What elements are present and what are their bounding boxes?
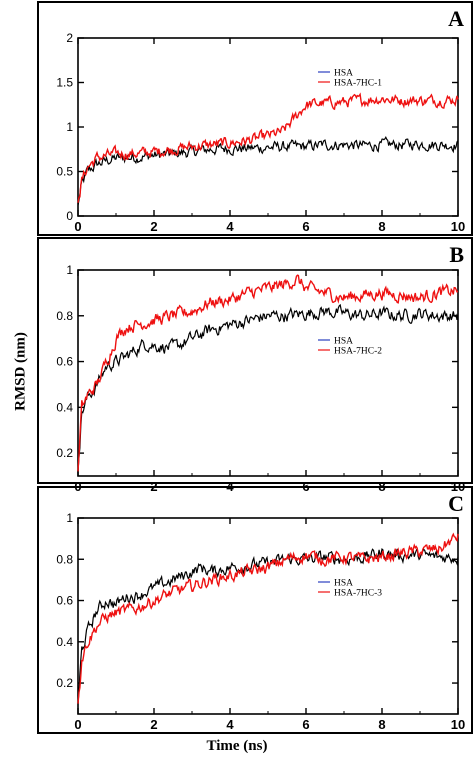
x-tick-label: 4 [226, 717, 234, 732]
plot-area-C [77, 517, 459, 715]
y-tick-label: 1 [66, 120, 73, 134]
y-tick-label: 0.6 [56, 594, 73, 608]
x-tick-label: 8 [378, 219, 385, 234]
plot-area-B [77, 269, 459, 477]
series-line-hsa [77, 303, 459, 472]
y-tick-label: 1 [66, 263, 73, 277]
x-axis-label: Time (ns) [206, 738, 268, 754]
x-tick-label: 10 [451, 219, 465, 234]
panel-frame-B [37, 237, 473, 484]
y-tick-label: 0.2 [56, 676, 73, 690]
panel-label: A [448, 6, 464, 31]
legend-label: HSA-7HC-1 [334, 79, 382, 89]
plot-area-A [77, 37, 459, 217]
y-tick-label: 1 [66, 511, 73, 525]
x-tick-label: 6 [302, 219, 309, 234]
y-tick-label: 0 [66, 209, 73, 223]
y-tick-label: 1.5 [56, 76, 73, 90]
y-tick-label: 2 [66, 31, 73, 45]
x-tick-label: 2 [150, 717, 157, 732]
panel-frame-C [37, 486, 473, 734]
x-tick-label: 8 [378, 717, 385, 732]
legend-label: HSA [334, 69, 353, 79]
y-tick-label: 0.8 [56, 309, 73, 323]
x-tick-label: 4 [226, 219, 234, 234]
x-tick-label: 6 [302, 717, 309, 732]
y-tick-label: 0.4 [56, 400, 73, 414]
series-line-complex [77, 92, 459, 203]
x-tick-label: 0 [74, 219, 81, 234]
x-tick-label: 2 [150, 219, 157, 234]
legend-label: HSA-7HC-2 [334, 347, 382, 357]
panel-label: C [448, 491, 464, 516]
series-line-hsa [77, 548, 459, 704]
y-tick-label: 0.2 [56, 446, 73, 460]
y-axis-label: RMSD (nm) [12, 332, 29, 411]
panel-frame-A [37, 1, 473, 236]
series-line-complex [77, 532, 459, 704]
y-tick-label: 0.5 [56, 165, 73, 179]
panel-label: B [449, 242, 464, 267]
x-tick-label: 10 [451, 717, 465, 732]
legend-label: HSA [334, 337, 353, 347]
series-line-complex [77, 274, 459, 472]
legend-label: HSA [334, 579, 353, 589]
y-tick-label: 0.8 [56, 552, 73, 566]
y-tick-label: 0.4 [56, 635, 73, 649]
legend-label: HSA-7HC-3 [334, 589, 382, 599]
series-line-hsa [77, 136, 459, 206]
y-tick-label: 0.6 [56, 355, 73, 369]
x-tick-label: 0 [74, 717, 81, 732]
